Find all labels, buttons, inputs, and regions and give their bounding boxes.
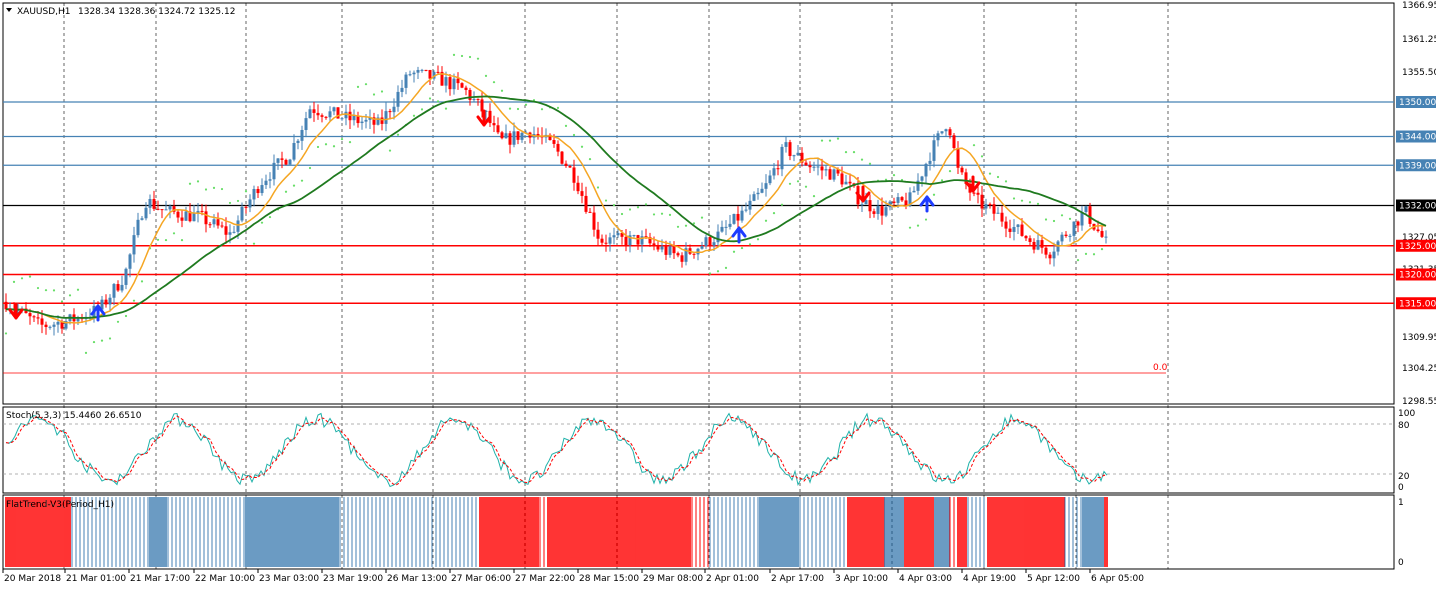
symbol-label: XAUUSD,H1 [17, 7, 71, 17]
moving-averages [5, 73, 1107, 324]
price-tick: 1327.05 [1402, 233, 1436, 243]
level-price-tag: 1320.00 [1399, 271, 1436, 281]
level-price-tag: 1332.00 [1399, 202, 1436, 212]
time-label: 4 Apr 03:00 [899, 574, 952, 584]
time-label: 21 Mar 01:00 [66, 574, 126, 584]
price-tick: 1298.55 [1402, 397, 1436, 407]
level-price-tag: 1350.00 [1399, 98, 1436, 108]
level-price-tag: 1325.00 [1399, 242, 1436, 252]
price-panel[interactable] [2, 2, 1395, 405]
price-tick: 1304.25 [1402, 364, 1436, 374]
time-label: 2 Apr 17:00 [771, 574, 824, 584]
price-tick: 1355.50 [1402, 68, 1436, 78]
level-price-tag: 1315.00 [1399, 299, 1436, 309]
time-label: 28 Mar 15:00 [579, 574, 639, 584]
flat-trend-panel[interactable] [2, 494, 1395, 570]
time-label: 3 Apr 10:00 [835, 574, 888, 584]
time-label: 5 Apr 12:00 [1027, 574, 1080, 584]
time-label: 6 Apr 05:00 [1091, 574, 1144, 584]
stoch-axis: 100 80 200 [1398, 409, 1415, 493]
time-label: 22 Mar 10:00 [195, 574, 255, 584]
flat-tick: 0 [1398, 558, 1404, 568]
time-label: 27 Mar 22:00 [515, 574, 575, 584]
time-label: 4 Apr 19:00 [963, 574, 1016, 584]
stoch-title: Stoch(5,3,3) 15.4460 26.6510 [6, 411, 142, 421]
time-label: 23 Mar 03:00 [259, 574, 319, 584]
level-price-tag: 1339.00 [1399, 161, 1436, 171]
price-axis: 1366.95 1361.25 1355.50 1350.00 1344.00 1339.… [1396, 1, 1436, 407]
stoch-tick: 20 [1398, 472, 1410, 482]
fibo-zero-line: 0.0 [3, 363, 1168, 374]
horizontal-levels[interactable] [3, 101, 1394, 304]
time-label: 20 Mar 2018 [4, 574, 61, 584]
time-label: 29 Mar 08:00 [643, 574, 703, 584]
flat-tick: 1 [1398, 498, 1404, 508]
flat-trend-title: FlatTrend-V3(Period_H1) [6, 500, 114, 510]
time-label: 21 Mar 17:00 [130, 574, 190, 584]
vertical-grid [63, 3, 1169, 569]
chart-header: XAUUSD,H1 1328.34 1328.36 1324.72 1325.1… [6, 7, 235, 17]
chevron-down-icon[interactable] [6, 8, 12, 12]
stoch-tick: 100 [1398, 409, 1415, 419]
time-label: 23 Mar 19:00 [323, 574, 383, 584]
time-label: 26 Mar 13:00 [387, 574, 447, 584]
stoch-tick: 80 [1398, 421, 1410, 431]
time-axis: 20 Mar 2018 21 Mar 01:00 21 Mar 17:00 22 Ma… [2, 569, 1144, 584]
flat-trend-histogram [5, 497, 1108, 567]
fibo-label: 0.0 [1153, 363, 1168, 373]
stoch-tick: 0 [1398, 483, 1404, 493]
price-tick: 1366.95 [1402, 1, 1436, 11]
ohlc-label: 1328.34 1328.36 1324.72 1325.12 [78, 7, 235, 17]
price-tick: 1309.95 [1402, 333, 1436, 343]
time-label: 2 Apr 01:00 [706, 574, 759, 584]
candlesticks [4, 65, 1108, 336]
time-label: 27 Mar 06:00 [451, 574, 511, 584]
signal-arrows [8, 109, 981, 322]
stochastic-lines [5, 412, 1108, 488]
flat-trend-axis: 10 [1398, 498, 1404, 568]
price-tick: 1361.25 [1402, 35, 1436, 45]
level-price-tag: 1344.00 [1399, 133, 1436, 143]
